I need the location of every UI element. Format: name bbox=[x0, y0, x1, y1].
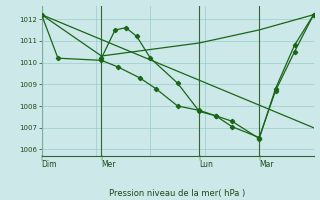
Text: Mer: Mer bbox=[101, 160, 116, 169]
Text: |: | bbox=[198, 155, 200, 160]
Text: Dim: Dim bbox=[42, 160, 57, 169]
Text: |: | bbox=[100, 155, 102, 160]
Text: |: | bbox=[258, 155, 260, 160]
Text: |: | bbox=[41, 155, 43, 160]
Text: Mar: Mar bbox=[259, 160, 274, 169]
Text: Pression niveau de la mer( hPa ): Pression niveau de la mer( hPa ) bbox=[109, 189, 246, 198]
Text: Lun: Lun bbox=[199, 160, 213, 169]
